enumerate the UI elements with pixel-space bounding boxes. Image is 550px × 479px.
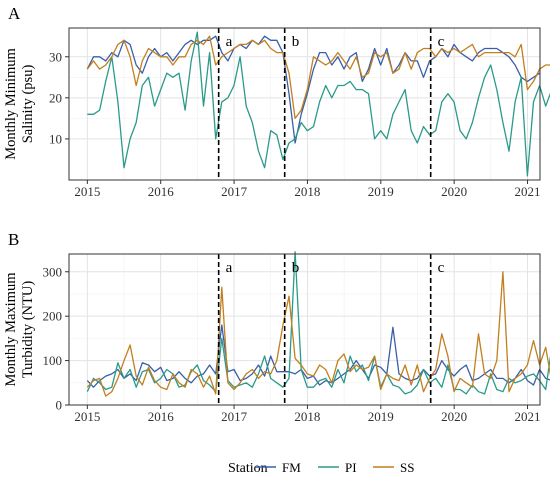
plot-border: [68, 27, 541, 181]
x-tick-label: 2019: [368, 409, 394, 424]
x-tick-label: 2017: [221, 409, 248, 424]
x-tick-label: 2020: [441, 184, 467, 199]
x-tick-label: 2018: [294, 184, 320, 199]
legend-title: Station: [228, 461, 268, 476]
event-label-b: b: [292, 260, 300, 276]
y-tick-label: 0: [56, 398, 63, 413]
series-line-ss: [86, 35, 550, 120]
legend-label-ss: SS: [400, 460, 414, 475]
event-label-a: a: [226, 34, 233, 50]
panel-letter: A: [8, 4, 21, 23]
x-tick-label: 2015: [74, 409, 100, 424]
legend-label-pi: PI: [345, 460, 357, 475]
y-axis-label: Turbidity (NTU): [20, 281, 36, 379]
y-axis-label: Salinity (psu): [20, 65, 36, 144]
panel-a: a b c 2015 2016 2017 2018 2019 2020 2021 10 20 30 A Mo…: [3, 4, 550, 199]
x-tick-label: 2017: [221, 184, 248, 199]
legend: Station FM PI SS: [228, 460, 414, 476]
event-label-b: b: [292, 34, 300, 50]
series-line-pi: [86, 251, 550, 395]
x-tick-label: 2021: [515, 409, 541, 424]
series-line-ss: [86, 271, 550, 397]
y-tick-label: 10: [49, 131, 62, 146]
x-tick-label: 2015: [74, 184, 100, 199]
x-tick-label: 2019: [368, 184, 394, 199]
y-axis-label: Monthly Minimum: [3, 47, 19, 159]
series-line-fm: [86, 35, 540, 144]
y-tick-label: 100: [43, 353, 63, 368]
x-tick-label: 2016: [148, 409, 175, 424]
plot-background: [69, 254, 540, 405]
y-tick-label: 300: [43, 264, 63, 279]
x-tick-label: 2016: [148, 184, 175, 199]
legend-label-fm: FM: [282, 460, 301, 475]
x-tick-label: 2020: [441, 409, 467, 424]
event-label-c: c: [438, 260, 445, 276]
y-tick-label: 30: [49, 49, 62, 64]
y-tick-label: 200: [43, 309, 63, 324]
x-tick-label: 2021: [515, 184, 541, 199]
y-tick-label: 20: [49, 90, 62, 105]
event-label-c: c: [438, 34, 445, 50]
panel-b: a b c 2015 2016 2017 2018 2019 2020 2021 0 100 200 30…: [3, 230, 550, 424]
event-label-a: a: [226, 260, 233, 276]
plot-border: [68, 253, 541, 406]
panel-letter: B: [8, 230, 19, 249]
x-tick-label: 2018: [294, 409, 320, 424]
series-line-pi: [87, 31, 550, 177]
y-axis-label: Monthly Maximum: [3, 272, 19, 387]
